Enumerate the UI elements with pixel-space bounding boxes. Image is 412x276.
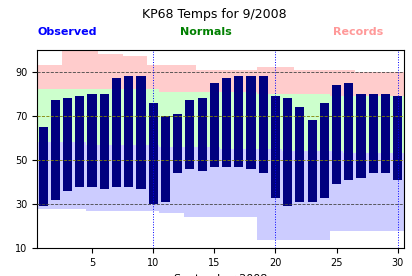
Bar <box>173 114 182 173</box>
Bar <box>149 103 158 204</box>
Bar <box>112 78 121 187</box>
Bar <box>259 76 268 173</box>
Bar <box>210 83 219 167</box>
Text: Observed: Observed <box>37 27 96 37</box>
Bar <box>381 94 390 173</box>
Bar <box>234 76 243 167</box>
Bar <box>246 76 255 169</box>
Bar <box>369 94 378 173</box>
Bar <box>332 85 341 184</box>
Bar <box>320 103 329 198</box>
Bar <box>356 94 365 178</box>
Bar <box>222 78 231 167</box>
Bar <box>63 98 72 191</box>
Bar <box>100 94 109 189</box>
Bar <box>271 96 280 198</box>
Bar <box>283 98 292 206</box>
Bar <box>307 120 317 202</box>
Bar <box>197 98 207 171</box>
Bar <box>393 96 402 180</box>
Bar <box>75 96 84 187</box>
Bar <box>295 107 304 202</box>
Bar <box>136 76 145 189</box>
Bar <box>39 127 48 206</box>
X-axis label: September 2008: September 2008 <box>174 274 267 276</box>
Bar <box>344 83 353 180</box>
Text: Records: Records <box>333 27 383 37</box>
Bar <box>185 100 194 169</box>
Bar <box>51 100 60 200</box>
Bar <box>87 94 97 187</box>
Bar <box>124 76 133 187</box>
Text: Normals: Normals <box>180 27 232 37</box>
Text: KP68 Temps for 9/2008: KP68 Temps for 9/2008 <box>142 8 287 21</box>
Bar <box>161 116 170 202</box>
